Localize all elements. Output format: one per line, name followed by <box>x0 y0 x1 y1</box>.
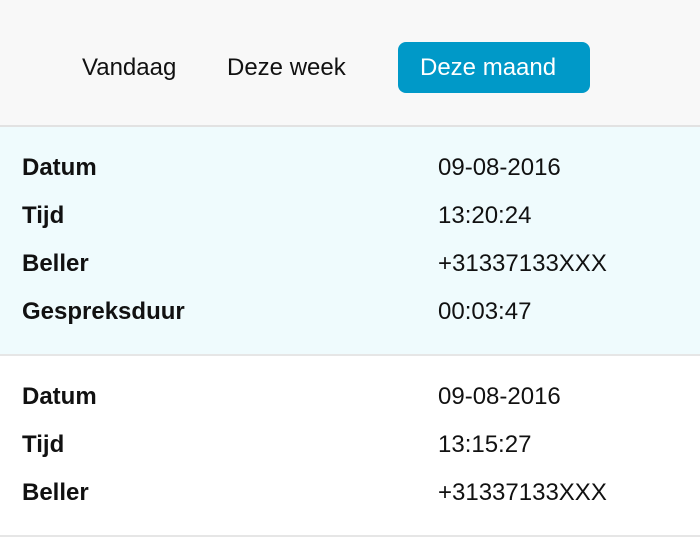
call-record[interactable]: Datum 09-08-2016 Tijd 13:20:24 Beller +313371… <box>0 127 700 356</box>
field-value: 09-08-2016 <box>438 383 561 410</box>
field-value: +31337133XXX <box>438 479 607 506</box>
field-row: Gespreksduur 00:03:47 <box>0 288 700 336</box>
field-row: Tijd 13:20:24 <box>0 192 700 240</box>
field-value: +31337133XXX <box>438 250 607 277</box>
field-label: Tijd <box>22 202 65 229</box>
call-list: Datum 09-08-2016 Tijd 13:20:24 Beller +313371… <box>0 127 700 537</box>
field-row: Beller +31337133XXX <box>0 240 700 288</box>
field-label: Datum <box>22 154 97 181</box>
field-label: Tijd <box>22 431 65 458</box>
tab-vandaag[interactable]: Vandaag <box>82 54 177 81</box>
field-value: 13:15:27 <box>438 431 532 458</box>
field-value: 09-08-2016 <box>438 154 561 181</box>
field-row: Datum 09-08-2016 <box>0 373 700 421</box>
field-value: 00:03:47 <box>438 298 532 325</box>
field-label: Datum <box>22 383 97 410</box>
field-value: 13:20:24 <box>438 202 532 229</box>
field-label: Beller <box>22 479 89 506</box>
period-tabs: Vandaag Deze week Deze maand <box>0 0 700 127</box>
field-label: Gespreksduur <box>22 298 185 325</box>
field-label: Beller <box>22 250 89 277</box>
field-row: Beller +31337133XXX <box>0 469 700 517</box>
field-row: Datum 09-08-2016 <box>0 144 700 192</box>
tab-deze-maand[interactable]: Deze maand <box>398 42 590 93</box>
call-record[interactable]: Datum 09-08-2016 Tijd 13:15:27 Beller +313371… <box>0 356 700 537</box>
tab-deze-week[interactable]: Deze week <box>227 54 346 81</box>
field-row: Tijd 13:15:27 <box>0 421 700 469</box>
